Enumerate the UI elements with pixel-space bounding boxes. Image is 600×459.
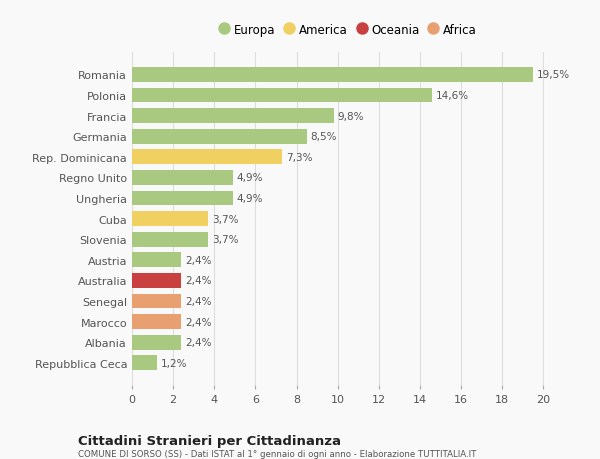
Bar [132, 314, 181, 329]
Text: 1,2%: 1,2% [160, 358, 187, 368]
Bar [132, 274, 181, 288]
Text: Cittadini Stranieri per Cittadinanza: Cittadini Stranieri per Cittadinanza [78, 434, 341, 447]
Text: 2,4%: 2,4% [185, 276, 212, 286]
Bar [132, 150, 282, 165]
Bar [132, 89, 433, 103]
Text: 2,4%: 2,4% [185, 255, 212, 265]
Bar [132, 253, 181, 268]
Text: 2,4%: 2,4% [185, 317, 212, 327]
Text: 9,8%: 9,8% [337, 112, 364, 121]
Text: 2,4%: 2,4% [185, 297, 212, 306]
Text: 8,5%: 8,5% [311, 132, 337, 142]
Text: 7,3%: 7,3% [286, 152, 313, 162]
Bar [132, 356, 157, 370]
Bar [132, 335, 181, 350]
Text: 3,7%: 3,7% [212, 235, 238, 245]
Bar [132, 68, 533, 83]
Bar [132, 294, 181, 309]
Bar [132, 129, 307, 145]
Text: 19,5%: 19,5% [537, 70, 570, 80]
Text: 4,9%: 4,9% [236, 173, 263, 183]
Bar [132, 171, 233, 185]
Bar [132, 109, 334, 124]
Legend: Europa, America, Oceania, Africa: Europa, America, Oceania, Africa [216, 20, 480, 40]
Bar [132, 191, 233, 206]
Text: 3,7%: 3,7% [212, 214, 238, 224]
Text: 4,9%: 4,9% [236, 194, 263, 204]
Text: 2,4%: 2,4% [185, 337, 212, 347]
Bar [132, 212, 208, 227]
Bar [132, 232, 208, 247]
Text: 14,6%: 14,6% [436, 91, 469, 101]
Text: COMUNE DI SORSO (SS) - Dati ISTAT al 1° gennaio di ogni anno - Elaborazione TUTT: COMUNE DI SORSO (SS) - Dati ISTAT al 1° … [78, 449, 476, 458]
